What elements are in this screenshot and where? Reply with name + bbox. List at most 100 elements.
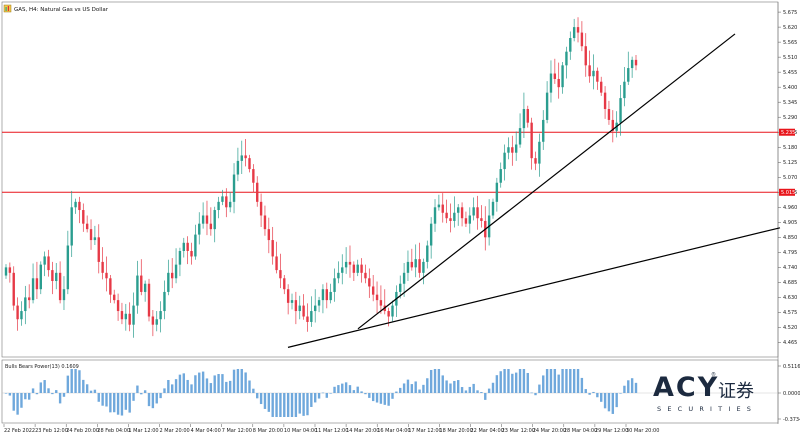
candle-bear [387,311,390,317]
candle-bull [522,109,526,129]
indicator-bar [522,369,526,393]
candle-bear [140,275,143,292]
candle-bull [159,311,162,320]
level-labels: 5.235 5.015 [779,128,795,196]
candle-bear [12,272,15,306]
indicator-bar [174,379,178,393]
indicator-bar [511,373,514,393]
candle-bull [356,264,359,273]
indicator-bar [24,393,27,400]
candle-bear [611,119,615,131]
indicator-bar [526,372,529,393]
indicator-bar [198,372,201,393]
candle-bull [468,215,472,224]
candle-bull [178,250,182,265]
indicator-bar [267,393,271,412]
candle-bear [151,316,155,325]
candle-bear [325,289,328,301]
candle-bear [47,256,50,271]
candle-bull [630,59,634,69]
indicator-bar [495,375,499,393]
candle-bull [592,70,595,77]
candle-bull [572,27,576,39]
candle-bear [480,218,483,221]
candle-bear [283,278,286,290]
time-tick-label: 30 Mar 20:00 [626,428,659,434]
candle-bull [310,311,313,322]
indicator-bar [534,393,537,396]
indicator-bar [600,393,603,402]
indicator-bar [348,385,352,393]
indicator-bar [74,369,77,393]
candle-bull [314,305,317,312]
candle-bear [263,215,267,230]
candle-bear [584,46,587,66]
indicator-axis: 0.5116 0.0000 -0.3734 [778,364,800,423]
candle-bull [453,212,456,221]
acy-securities-logo: ACY ® 证券 SECURITIES [653,371,754,413]
indicator-bar [306,393,309,416]
chart-window-icon-bar [7,6,9,11]
time-tick-label: 24 Feb 20:00 [66,428,99,434]
candle-bull [457,207,460,213]
indicator-bar [383,393,386,405]
candle-bull [55,272,58,282]
candle-bear [27,297,31,301]
indicator-bar [476,390,479,393]
indicator-bar [228,380,232,393]
indicator-bar [576,369,580,393]
candle-bull [549,73,553,93]
indicator-bar [310,393,313,407]
price-tick-label: 4.520 [783,325,797,331]
candle-bull [344,261,348,268]
candle-bear [530,122,533,159]
indicator-bar [603,393,607,409]
indicator-bar [542,375,545,393]
indicator-bar [136,385,139,393]
indicator-bar [623,385,626,393]
indicator-bar [12,393,15,411]
level-price-label: 5.015 [781,190,795,196]
candle-bull [228,201,232,208]
indicator-bar [480,392,483,393]
indicator-bar [360,391,363,393]
candle-bull [124,313,128,320]
candle-bull [329,291,332,301]
price-tick-label: 4.960 [783,205,797,211]
price-tick-label: 5.565 [783,40,797,46]
candle-bear [244,155,247,159]
indicator-bar [518,369,522,393]
candle-bull [132,305,135,325]
time-tick-label: 24 Mar 20:00 [533,428,566,434]
indicator-bar [627,380,630,393]
candle-bear [116,300,120,312]
price-tick-label: 5.180 [783,145,797,151]
trendlines-layer[interactable] [287,33,781,348]
price-tick-label: 4.850 [783,235,797,241]
candle-bull [426,245,429,262]
candle-bear [449,218,452,221]
chart-window-icon-bar [5,7,7,11]
indicator-bar [201,371,205,393]
indicator-bar [16,393,19,415]
indicator-bar [395,391,398,393]
indicator-bar [140,393,143,395]
price-tick-label: 5.400 [783,85,797,91]
trendline[interactable] [357,33,736,330]
indicator-bar [580,377,584,393]
indicator-tick-label: 0.5116 [783,364,800,370]
indicator-bar [286,393,290,417]
indicator-bar [97,393,100,402]
candle-bear [596,70,599,82]
indicator-bar [55,390,58,393]
indicator-title: Bulls Bears Power(13) 0.1609 [5,364,79,370]
candle-bull [499,169,502,183]
candle-bear [368,278,371,287]
trendline[interactable] [287,227,781,348]
indicator-bar [186,379,189,393]
candle-bear [147,283,151,317]
